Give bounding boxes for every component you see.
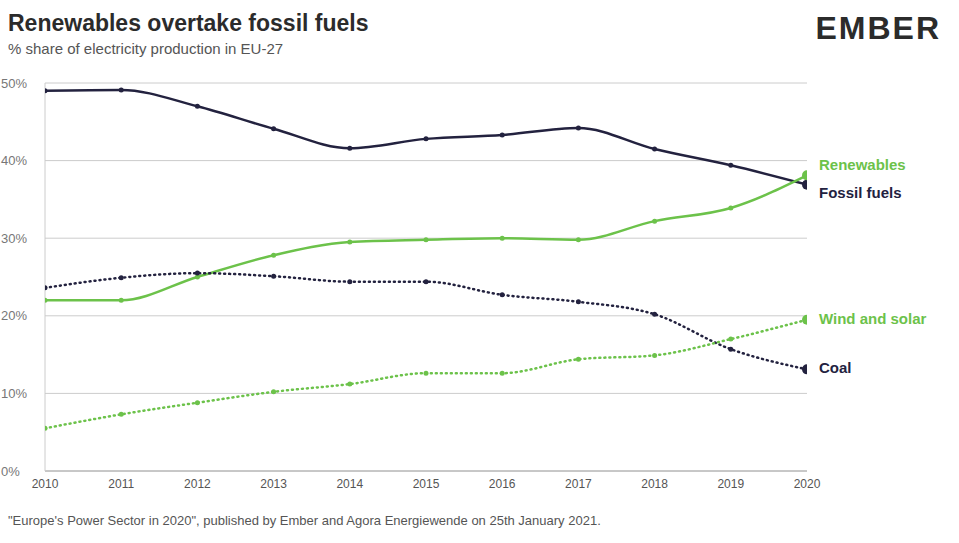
html-text:"Europe's Power Sector in 2020: "Europe's Power Sector in 2020", publish… bbox=[8, 513, 601, 528]
html-text:EMBER: EMBER bbox=[815, 10, 941, 46]
svg-text:2019: 2019 bbox=[717, 477, 744, 491]
svg-text:2017: 2017 bbox=[565, 477, 592, 491]
svg-text:40%: 40% bbox=[8, 153, 27, 168]
svg-text:2013: 2013 bbox=[260, 477, 287, 491]
svg-text:20%: 20% bbox=[8, 308, 27, 323]
svg-text:2011: 2011 bbox=[108, 477, 134, 491]
svg-text:2018: 2018 bbox=[641, 477, 668, 491]
svg-text:0%: 0% bbox=[8, 464, 20, 479]
svg-text:Renewables: Renewables bbox=[819, 156, 906, 173]
html-text:% share of electricity product: % share of electricity production in EU-… bbox=[8, 40, 284, 57]
html-text:Renewables overtake fossil fue: Renewables overtake fossil fuels bbox=[8, 10, 369, 36]
svg-text:Coal: Coal bbox=[819, 359, 852, 376]
svg-text:2015: 2015 bbox=[413, 477, 440, 491]
svg-text:2016: 2016 bbox=[489, 477, 516, 491]
svg-text:Fossil fuels: Fossil fuels bbox=[819, 184, 902, 201]
svg-text:30%: 30% bbox=[8, 231, 27, 246]
svg-text:50%: 50% bbox=[8, 76, 27, 91]
svg-text:2010: 2010 bbox=[32, 477, 59, 491]
svg-text:2014: 2014 bbox=[336, 477, 363, 491]
svg-text:10%: 10% bbox=[8, 386, 27, 401]
svg-text:2020: 2020 bbox=[794, 477, 821, 491]
svg-text:2012: 2012 bbox=[184, 477, 211, 491]
svg-text:Wind and solar: Wind and solar bbox=[819, 310, 927, 327]
